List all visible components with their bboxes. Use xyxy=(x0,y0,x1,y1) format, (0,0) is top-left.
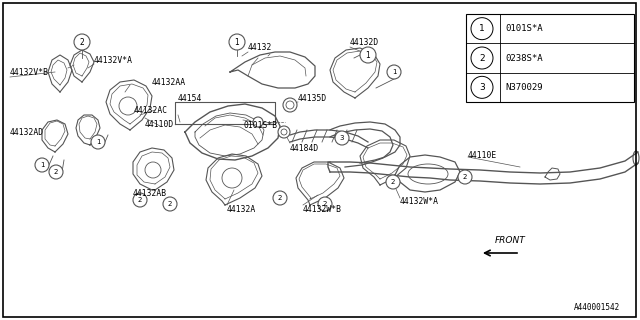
Circle shape xyxy=(471,76,493,98)
Text: A440001542: A440001542 xyxy=(573,303,620,312)
Text: 1: 1 xyxy=(479,24,485,33)
Circle shape xyxy=(471,47,493,69)
Text: 44132AD: 44132AD xyxy=(10,127,44,137)
Text: 0101S*A: 0101S*A xyxy=(505,24,543,33)
Text: 3: 3 xyxy=(340,135,344,141)
Text: 2: 2 xyxy=(168,201,172,207)
Text: 2: 2 xyxy=(479,53,485,62)
Text: 1: 1 xyxy=(392,69,396,75)
Text: 1: 1 xyxy=(365,51,371,60)
Text: 44132D: 44132D xyxy=(350,37,380,46)
Text: 44132W*A: 44132W*A xyxy=(400,197,439,206)
Circle shape xyxy=(229,34,245,50)
Text: 0101S*B: 0101S*B xyxy=(243,121,277,130)
Text: 44110D: 44110D xyxy=(145,119,174,129)
Circle shape xyxy=(49,165,63,179)
Text: 2: 2 xyxy=(463,174,467,180)
Ellipse shape xyxy=(283,98,297,112)
Text: FRONT: FRONT xyxy=(495,236,525,245)
Text: 2: 2 xyxy=(391,179,395,185)
Text: 44154: 44154 xyxy=(178,93,202,102)
Text: 2: 2 xyxy=(54,169,58,175)
Circle shape xyxy=(386,175,400,189)
Circle shape xyxy=(35,158,49,172)
Text: 44132: 44132 xyxy=(248,43,273,52)
Text: 44132AC: 44132AC xyxy=(134,106,168,115)
Circle shape xyxy=(318,197,332,211)
Text: 1: 1 xyxy=(96,139,100,145)
Text: 1: 1 xyxy=(235,37,239,46)
Circle shape xyxy=(91,135,105,149)
Circle shape xyxy=(273,191,287,205)
Text: 2: 2 xyxy=(138,197,142,203)
Text: 0238S*A: 0238S*A xyxy=(505,53,543,62)
Bar xyxy=(466,14,634,102)
Text: 44132A: 44132A xyxy=(227,205,256,214)
Circle shape xyxy=(163,197,177,211)
Text: 2: 2 xyxy=(278,195,282,201)
Text: 44132V*A: 44132V*A xyxy=(94,55,133,65)
Text: 44184D: 44184D xyxy=(290,143,319,153)
Ellipse shape xyxy=(278,126,290,138)
Text: 2: 2 xyxy=(323,201,327,207)
Circle shape xyxy=(458,170,472,184)
Circle shape xyxy=(133,193,147,207)
Circle shape xyxy=(335,131,349,145)
Text: 44132V*B: 44132V*B xyxy=(10,68,49,76)
Text: 3: 3 xyxy=(479,83,485,92)
Text: 44132AA: 44132AA xyxy=(152,77,186,86)
Text: 44132W*B: 44132W*B xyxy=(303,205,342,214)
Circle shape xyxy=(471,18,493,40)
Circle shape xyxy=(74,34,90,50)
Text: 44135D: 44135D xyxy=(298,93,327,102)
Text: 1: 1 xyxy=(40,162,44,168)
Circle shape xyxy=(360,47,376,63)
Text: 44110E: 44110E xyxy=(468,150,497,159)
Ellipse shape xyxy=(253,117,263,127)
Circle shape xyxy=(387,65,401,79)
Text: N370029: N370029 xyxy=(505,83,543,92)
Text: 2: 2 xyxy=(79,37,84,46)
Text: 44132AB: 44132AB xyxy=(133,189,167,198)
